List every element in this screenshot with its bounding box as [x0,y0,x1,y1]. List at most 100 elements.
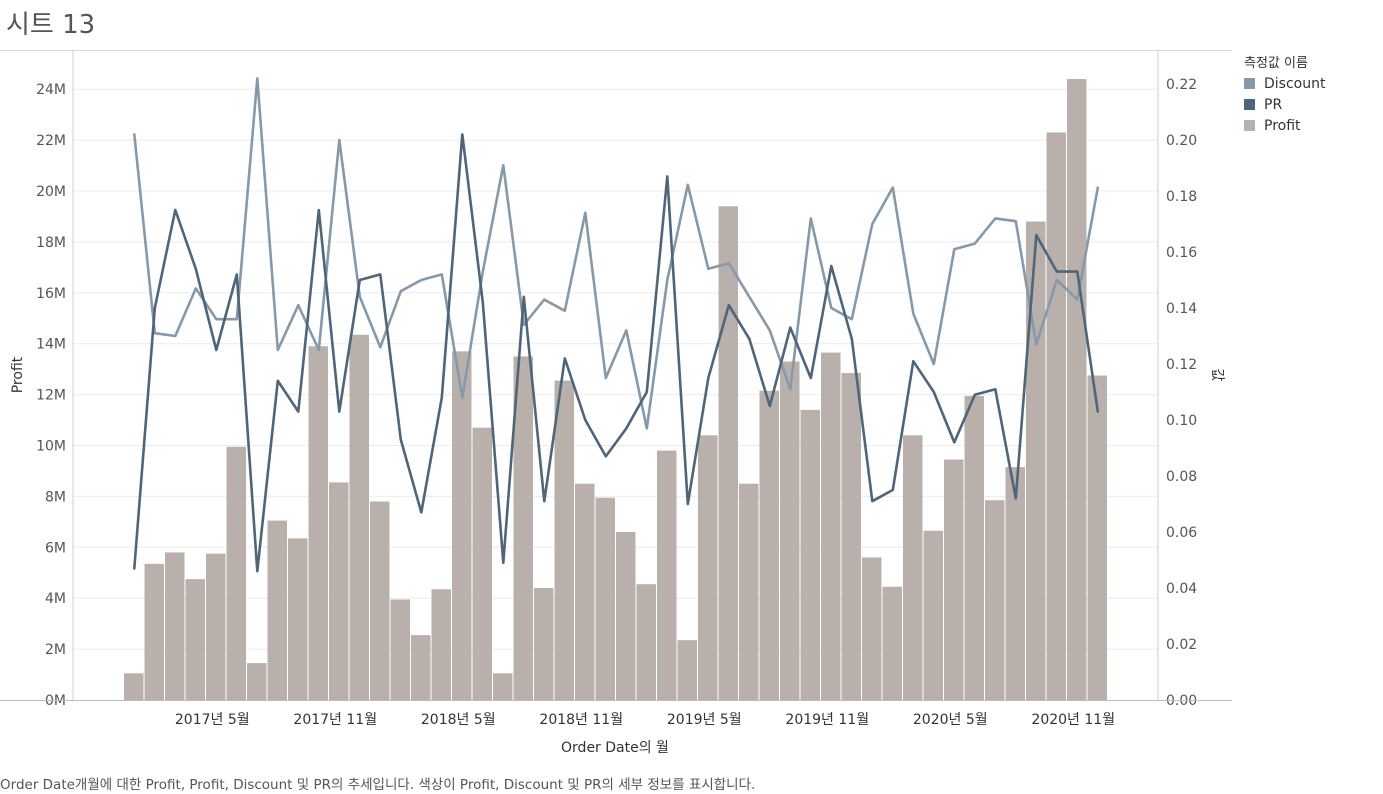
measure-lines [133,77,1100,573]
profit-bar[interactable] [534,588,554,700]
profit-bar[interactable] [1087,375,1108,700]
legend-label-pr: PR [1264,96,1283,113]
legend-swatch-pr [1244,99,1255,110]
profit-bar[interactable] [349,334,370,700]
x-axis-tick-label: 2017년 5월 [175,712,250,728]
profit-bar[interactable] [698,435,718,700]
left-axis-tick-label: 14M [36,337,66,353]
right-axis-tick-label: 0.06 [1166,525,1197,541]
profit-bar[interactable] [124,673,144,700]
legend-swatch-discount [1244,78,1255,89]
profit-bar[interactable] [308,346,329,700]
profit-bar[interactable] [759,390,780,700]
profit-bar[interactable] [390,599,411,700]
legend-label-profit: Profit [1264,117,1301,134]
right-axis-tick-label: 0.12 [1166,357,1197,373]
left-axis-tick-label: 16M [36,286,66,302]
left-axis-title: Profit [10,356,26,393]
right-axis-tick-label: 0.04 [1166,581,1197,597]
profit-bar[interactable] [616,532,636,700]
profit-bar[interactable] [513,356,534,700]
axes: 0M2M4M6M8M10M12M14M16M18M20M22M24M0.000.… [0,51,1232,728]
x-axis-tick-label: 2017년 11월 [293,712,377,728]
profit-bar[interactable] [1046,132,1067,701]
profit-bar[interactable] [841,372,862,700]
profit-bar[interactable] [780,361,800,700]
right-axis-tick-label: 0.18 [1166,189,1197,205]
right-axis-tick-label: 0.10 [1166,413,1197,429]
x-axis-tick-label: 2019년 5월 [667,712,742,728]
legend-item-profit[interactable]: Profit [1244,115,1325,136]
right-axis-tick-label: 0.14 [1166,301,1197,317]
profit-bar[interactable] [370,501,390,700]
profit-bar[interactable] [1026,221,1046,701]
profit-bar[interactable] [923,530,944,700]
legend: 측정값 이름 Discount PR Profit [1244,52,1325,136]
pr-line[interactable] [133,133,1100,573]
profit-bar[interactable] [944,459,964,700]
profit-bar[interactable] [493,673,513,700]
legend-title: 측정값 이름 [1244,56,1308,71]
profit-bar[interactable] [267,520,288,700]
legend-swatch-profit [1244,120,1255,131]
profit-bar[interactable] [1005,467,1026,700]
profit-bar[interactable] [718,206,739,700]
x-axis-tick-label: 2019년 11월 [785,712,869,728]
x-axis-tick-label: 2020년 11월 [1031,712,1115,728]
profit-bar[interactable] [862,557,882,700]
profit-bar[interactable] [657,450,677,700]
profit-bar[interactable] [165,552,185,700]
profit-bar[interactable] [821,352,841,700]
profit-bar[interactable] [575,483,595,700]
profit-bar[interactable] [964,395,985,700]
profit-bar[interactable] [206,553,226,700]
left-axis-tick-label: 12M [36,388,66,404]
profit-bar[interactable] [800,409,821,700]
profit-bar[interactable] [247,663,267,700]
left-axis-tick-label: 2M [45,642,66,658]
left-axis-tick-label: 22M [36,133,66,149]
profit-bar[interactable] [595,497,616,700]
profit-bar[interactable] [144,563,165,700]
profit-bar[interactable] [185,579,206,700]
profit-bar[interactable] [329,482,349,700]
title-divider [0,50,1232,51]
profit-bar[interactable] [677,640,698,700]
right-axis-title: 값 [1209,369,1225,382]
profit-bar[interactable] [431,589,452,700]
profit-bar[interactable] [1067,79,1087,700]
profit-bar[interactable] [636,584,657,700]
right-axis-tick-label: 0.22 [1166,77,1197,93]
left-axis-tick-label: 20M [36,184,66,200]
right-axis-tick-label: 0.20 [1166,133,1197,149]
profit-bar[interactable] [985,500,1005,700]
right-axis-tick-label: 0.08 [1166,469,1197,485]
left-axis-tick-label: 8M [45,489,66,505]
x-axis-title: Order Date의 월 [561,740,669,756]
left-axis-tick-label: 10M [36,439,66,455]
profit-bar[interactable] [882,586,903,700]
profit-bar[interactable] [472,427,493,700]
profit-bar[interactable] [452,351,472,700]
right-axis-tick-label: 0.02 [1166,637,1197,653]
legend-item-pr[interactable]: PR [1244,94,1325,115]
legend-item-discount[interactable]: Discount [1244,73,1325,94]
dual-axis-chart: 0M2M4M6M8M10M12M14M16M18M20M22M24M0.000.… [0,51,1232,756]
x-axis-tick-label: 2018년 5월 [421,712,496,728]
left-axis-tick-label: 24M [36,82,66,98]
right-axis-tick-label: 0.16 [1166,245,1197,261]
profit-bar[interactable] [288,538,308,700]
left-axis-tick-label: 18M [36,235,66,251]
left-axis-tick-label: 6M [45,540,66,556]
legend-label-discount: Discount [1264,75,1326,92]
chart-caption: Order Date개월에 대한 Profit, Profit, Discoun… [0,777,756,793]
profit-bars [124,79,1108,701]
x-axis-tick-label: 2020년 5월 [913,712,988,728]
profit-bar[interactable] [903,435,923,700]
sheet-title: 시트 13 [6,10,96,40]
discount-line[interactable] [133,77,1100,430]
profit-bar[interactable] [739,483,759,700]
profit-bar[interactable] [226,446,247,700]
profit-bar[interactable] [554,380,575,700]
profit-bar[interactable] [411,635,431,700]
